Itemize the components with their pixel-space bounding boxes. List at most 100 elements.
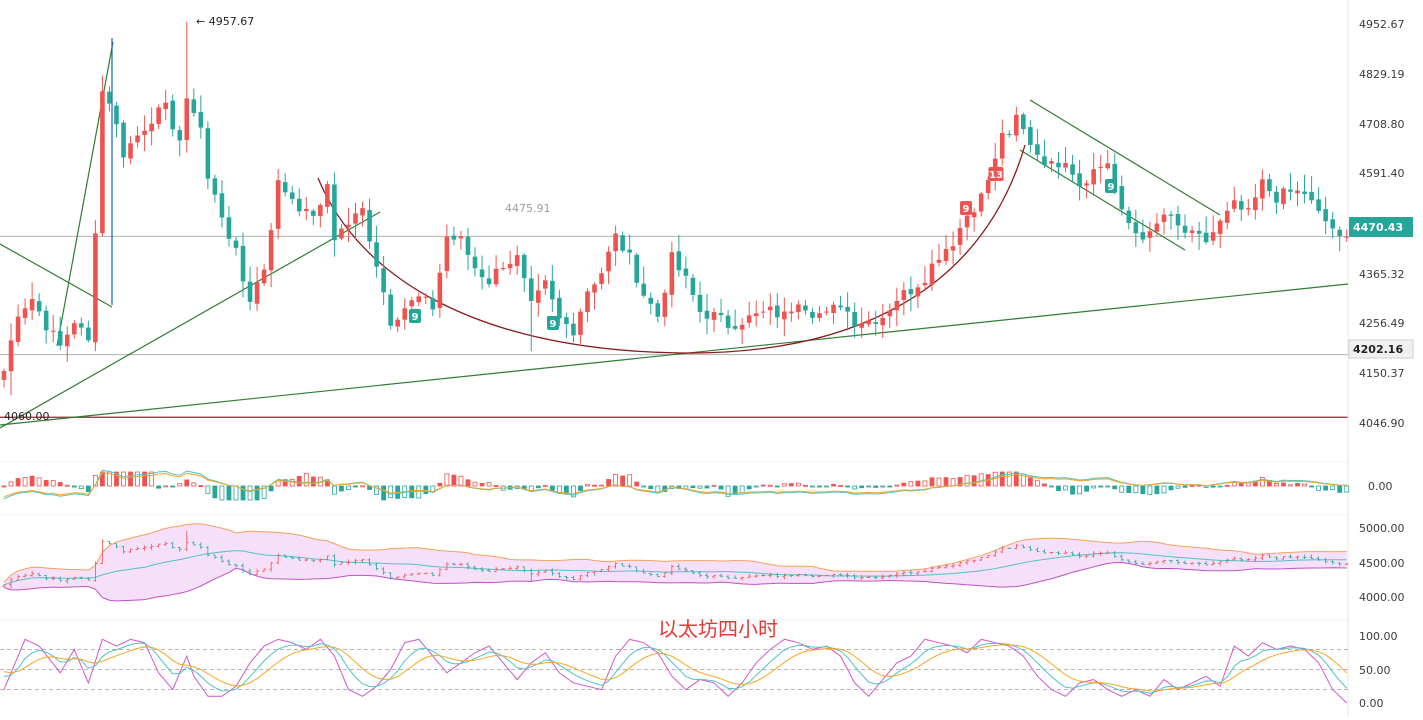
candle [36,293,42,317]
price-axis-label: 4365.32 [1359,268,1405,281]
kdj-axis-label: 50.00 [1359,664,1391,677]
svg-text:9: 9 [963,204,970,215]
candle [852,302,857,338]
candle [606,246,611,285]
candle [233,236,239,256]
candle [999,119,1005,166]
candle [1253,183,1258,220]
candle [753,300,759,327]
candle [360,201,365,227]
candle [282,173,288,197]
candle [810,307,815,324]
candle [402,298,408,330]
candle [430,290,436,316]
candle [1217,218,1223,248]
candle [873,310,879,336]
candle [627,234,632,265]
candle [86,320,91,343]
candle [803,300,808,315]
candle [254,266,260,311]
candle [79,317,84,336]
candle [859,307,864,338]
candle [662,289,668,327]
boll-axis-label: 4500.00 [1359,557,1405,570]
candle [669,241,675,308]
candle [1238,194,1244,221]
candle [1,368,7,388]
low-line-label: 4060.00 [4,410,50,423]
price-axis-label: 4829.19 [1359,68,1405,81]
candle [1295,181,1300,207]
candle [311,208,316,226]
candle [922,265,928,292]
candle [901,282,907,316]
candle [1196,221,1202,251]
boll-axis-label: 4000.00 [1359,591,1405,604]
candle [1203,216,1209,245]
candle [1042,139,1047,169]
candle [817,306,822,322]
sequence-mark: 9 [1105,179,1117,193]
candle [676,234,682,277]
candle [156,104,161,130]
candle [226,206,232,247]
candle [142,115,147,152]
candle [507,250,513,275]
candle [451,226,457,246]
candle [395,317,400,333]
candle [416,292,422,307]
candle [1126,206,1132,230]
candle [500,261,506,271]
candle [592,282,597,310]
svg-text:4470.43: 4470.43 [1353,221,1403,234]
candle [1281,186,1286,210]
bollinger-panel[interactable]: 5000.00 4500.00 4000.00 [2,522,1405,604]
candle [261,264,267,286]
candle [275,168,281,239]
candle [212,174,218,203]
candle [1302,174,1307,204]
candle [388,288,393,330]
candle [22,298,28,325]
candle [1288,172,1293,201]
candle [1337,226,1342,252]
candle [1119,175,1125,216]
candle [1189,226,1195,243]
candle [655,299,661,323]
price-axis-label: 4591.40 [1359,167,1405,180]
candle [641,266,647,298]
candle [760,301,766,319]
candle [613,225,618,266]
candle [1014,106,1019,142]
sequence-mark: 13 [988,167,1004,181]
candle [458,230,464,250]
candle [332,172,337,257]
candle [437,263,443,318]
sequence-mark: 9 [960,201,972,215]
candle [177,125,183,157]
candle [163,89,168,120]
candle [1231,186,1237,213]
macd-panel[interactable]: 0.00 [1,469,1393,501]
candle [1210,215,1216,246]
main-candlestick-panel[interactable]: ← 4957.67 4475.91 4060.00 9 9 9 13 9 [0,15,1350,429]
candle [1056,152,1061,179]
candle [100,75,105,237]
kdj-panel[interactable]: 100.00 50.00 0.00 [0,630,1398,710]
candle [1070,154,1075,183]
candle [121,120,126,168]
candle [578,308,583,344]
candle [985,176,991,200]
candle [1224,201,1230,230]
boll-axis-label: 5000.00 [1359,522,1405,535]
candle [831,301,836,324]
candle [149,107,154,146]
svg-text:4202.16: 4202.16 [1353,343,1403,356]
candle [1175,205,1181,240]
candle [535,273,541,317]
candle [346,207,351,242]
candle [880,303,886,338]
candle [1330,212,1335,239]
candle [838,295,843,311]
sequence-mark: 9 [409,309,421,323]
